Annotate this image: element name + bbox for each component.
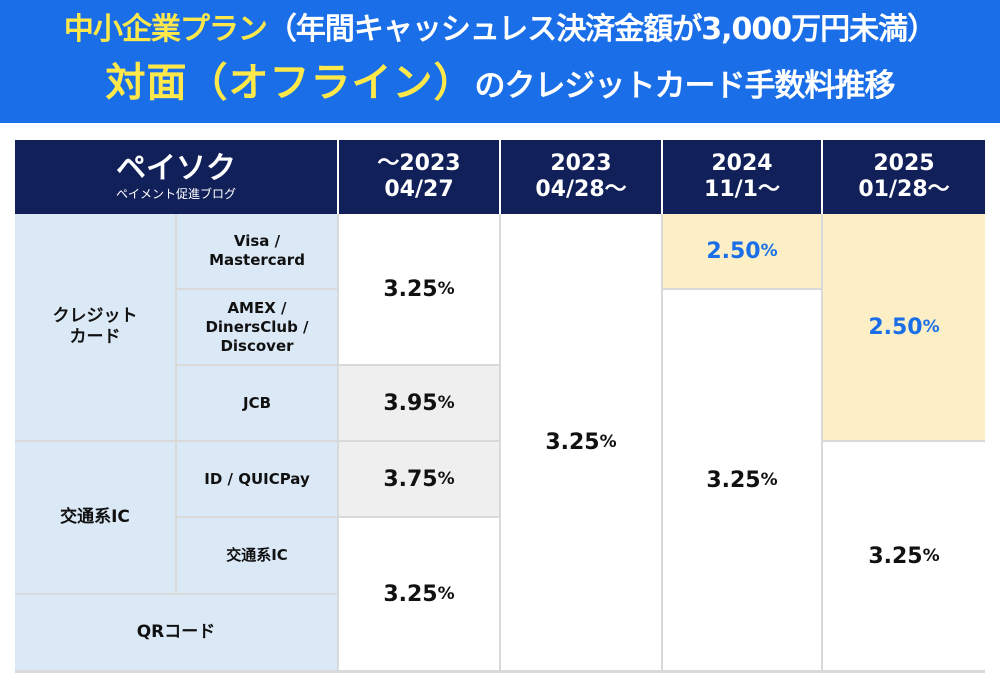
column-header-3: 2024 11/1〜: [663, 140, 823, 214]
fee-value: 3.25: [545, 429, 600, 455]
column-header-line2: 01/28〜: [858, 177, 950, 202]
fee-cell: 3.25%: [663, 290, 823, 672]
fee-value: 3.25: [383, 276, 438, 302]
column-header-line2: 04/27: [384, 177, 454, 202]
fee-cell: 3.75%: [339, 442, 501, 518]
banner-line-2: 対面（オフライン）のクレジットカード手数料推移: [0, 58, 1000, 116]
percent-sign: %: [437, 584, 455, 604]
fee-value: 2.50: [706, 238, 761, 264]
fee-value: 3.25: [383, 581, 438, 607]
column-header-line1: 2023: [550, 151, 612, 176]
plan-condition: （年間キャッシュレス決済金額が3,000万円未満）: [266, 12, 937, 47]
column-header-line2: 11/1〜: [704, 177, 780, 202]
fee-value: 3.25: [868, 543, 923, 569]
banner-line-1: 中小企業プラン（年間キャッシュレス決済金額が3,000万円未満）: [0, 10, 1000, 50]
column-header-line1: 2024: [711, 151, 773, 176]
percent-sign: %: [760, 470, 778, 490]
banner-subject: のクレジットカード手数料推移: [474, 68, 896, 104]
brand-header: ペイソク ペイメント促進ブログ: [15, 140, 339, 214]
fee-table: ペイソク ペイメント促進ブログ 〜2023 04/27 2023 04/28〜 …: [15, 140, 985, 673]
percent-sign: %: [437, 393, 455, 413]
percent-sign: %: [922, 546, 940, 566]
column-header-2: 2023 04/28〜: [501, 140, 663, 214]
row-group-label: 交通系IC: [60, 507, 130, 527]
row-label: Visa / Mastercard: [209, 232, 305, 269]
fee-value: 3.25: [706, 467, 761, 493]
percent-sign: %: [760, 241, 778, 261]
row-label-visa-mastercard: Visa / Mastercard: [177, 214, 339, 290]
fee-cell-highlight: 2.50%: [823, 214, 985, 442]
column-header-line1: 〜2023: [377, 151, 461, 176]
row-group-credit-card: クレジット カード: [15, 214, 177, 442]
row-group-label: QRコード: [136, 622, 216, 642]
row-group-transit-ic: 交通系IC: [15, 442, 177, 595]
row-label-transit-ic: 交通系IC: [177, 518, 339, 595]
brand-name: ペイソク: [116, 151, 236, 186]
fee-cell: 3.25%: [339, 214, 501, 366]
title-banner: 中小企業プラン（年間キャッシュレス決済金額が3,000万円未満） 対面（オフライ…: [0, 0, 1000, 123]
percent-sign: %: [437, 469, 455, 489]
fee-value: 2.50: [868, 314, 923, 340]
column-header-1: 〜2023 04/27: [339, 140, 501, 214]
row-group-qr-code: QRコード: [15, 595, 339, 672]
fee-value: 3.75: [383, 466, 438, 492]
fee-cell: 3.95%: [339, 366, 501, 442]
fee-cell: 3.25%: [823, 442, 985, 672]
row-label: JCB: [242, 393, 272, 412]
row-label: AMEX / DinersClub / Discover: [205, 298, 309, 355]
row-label-id-quicpay: ID / QUICPay: [177, 442, 339, 518]
row-label: ID / QUICPay: [204, 469, 310, 488]
fee-cell-highlight: 2.50%: [663, 214, 823, 290]
percent-sign: %: [437, 279, 455, 299]
plan-name: 中小企業プラン: [63, 12, 268, 47]
row-group-label: クレジット カード: [52, 306, 138, 347]
row-label-jcb: JCB: [177, 366, 339, 442]
column-header-4: 2025 01/28〜: [823, 140, 985, 214]
column-header-line2: 04/28〜: [535, 177, 627, 202]
fee-value: 3.95: [383, 390, 438, 416]
column-header-line1: 2025: [873, 151, 935, 176]
channel-label: 対面（オフライン）: [105, 60, 475, 106]
fee-cell: 3.25%: [339, 518, 501, 672]
percent-sign: %: [922, 317, 940, 337]
percent-sign: %: [599, 432, 617, 452]
row-label: 交通系IC: [226, 546, 288, 564]
fee-cell: 3.25%: [501, 214, 663, 672]
brand-subtitle: ペイメント促進ブログ: [115, 187, 236, 201]
row-label-amex-diners-discover: AMEX / DinersClub / Discover: [177, 290, 339, 366]
